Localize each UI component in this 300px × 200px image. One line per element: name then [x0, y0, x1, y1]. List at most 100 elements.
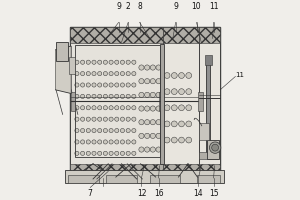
Text: 16: 16 [154, 189, 164, 198]
Circle shape [109, 72, 113, 76]
Bar [75, 45, 160, 157]
Circle shape [75, 117, 79, 121]
Circle shape [92, 83, 96, 87]
Circle shape [132, 83, 136, 87]
Circle shape [171, 121, 177, 127]
Circle shape [109, 151, 113, 155]
Bar [158, 92, 163, 111]
Circle shape [164, 105, 170, 111]
Circle shape [75, 94, 79, 98]
Bar [68, 175, 99, 183]
Bar [163, 27, 200, 43]
Circle shape [139, 106, 144, 111]
Bar [197, 175, 220, 183]
Circle shape [139, 147, 144, 152]
Circle shape [156, 79, 161, 84]
Circle shape [126, 151, 130, 155]
Circle shape [103, 94, 107, 98]
Text: 9: 9 [173, 2, 178, 11]
Circle shape [132, 140, 136, 144]
Circle shape [109, 117, 113, 121]
Circle shape [145, 133, 150, 138]
Circle shape [98, 151, 102, 155]
Circle shape [98, 106, 102, 110]
Circle shape [132, 94, 136, 98]
Circle shape [92, 117, 96, 121]
Circle shape [86, 128, 90, 133]
Circle shape [92, 60, 96, 64]
Circle shape [171, 89, 177, 95]
Circle shape [150, 133, 155, 138]
Circle shape [126, 106, 130, 110]
Circle shape [86, 60, 90, 64]
Circle shape [145, 92, 150, 97]
Circle shape [115, 83, 119, 87]
Circle shape [80, 83, 85, 87]
Polygon shape [55, 46, 71, 94]
Circle shape [156, 92, 161, 97]
Circle shape [115, 72, 119, 76]
Circle shape [109, 128, 113, 133]
Bar [198, 92, 203, 111]
Circle shape [126, 94, 130, 98]
Circle shape [212, 144, 218, 151]
Circle shape [75, 72, 79, 76]
Circle shape [164, 89, 170, 95]
Circle shape [156, 120, 161, 125]
Text: 15: 15 [209, 189, 218, 198]
Circle shape [150, 106, 155, 111]
Circle shape [126, 140, 130, 144]
Circle shape [120, 140, 124, 144]
Circle shape [115, 117, 119, 121]
Circle shape [103, 140, 107, 144]
Circle shape [126, 72, 130, 76]
Circle shape [126, 117, 130, 121]
Circle shape [115, 151, 119, 155]
Circle shape [164, 121, 170, 127]
Circle shape [171, 105, 177, 111]
Circle shape [75, 60, 79, 64]
Bar [70, 164, 163, 177]
Circle shape [164, 73, 170, 78]
Circle shape [75, 151, 79, 155]
Bar [205, 55, 212, 65]
Text: 10: 10 [192, 2, 201, 11]
Circle shape [126, 128, 130, 133]
Bar [70, 27, 163, 177]
Circle shape [132, 60, 136, 64]
Circle shape [156, 106, 161, 111]
Circle shape [103, 106, 107, 110]
Circle shape [98, 140, 102, 144]
Bar [200, 152, 218, 159]
Circle shape [186, 105, 192, 111]
Circle shape [145, 106, 150, 111]
Circle shape [178, 137, 184, 143]
Circle shape [115, 94, 119, 98]
Circle shape [103, 60, 107, 64]
Circle shape [80, 60, 85, 64]
Circle shape [120, 60, 124, 64]
Circle shape [132, 72, 136, 76]
Circle shape [103, 151, 107, 155]
Circle shape [178, 121, 184, 127]
Circle shape [178, 105, 184, 111]
Circle shape [178, 73, 184, 78]
Bar [69, 57, 75, 74]
Circle shape [98, 117, 102, 121]
Circle shape [98, 83, 102, 87]
Circle shape [98, 94, 102, 98]
Bar [200, 123, 209, 140]
Circle shape [145, 79, 150, 84]
Circle shape [132, 117, 136, 121]
Bar [106, 175, 137, 183]
Circle shape [120, 94, 124, 98]
Circle shape [80, 106, 85, 110]
Circle shape [150, 92, 155, 97]
Bar [160, 44, 164, 164]
Circle shape [164, 137, 170, 143]
Circle shape [150, 120, 155, 125]
Circle shape [80, 117, 85, 121]
Circle shape [120, 72, 124, 76]
Circle shape [145, 65, 150, 70]
Circle shape [103, 83, 107, 87]
